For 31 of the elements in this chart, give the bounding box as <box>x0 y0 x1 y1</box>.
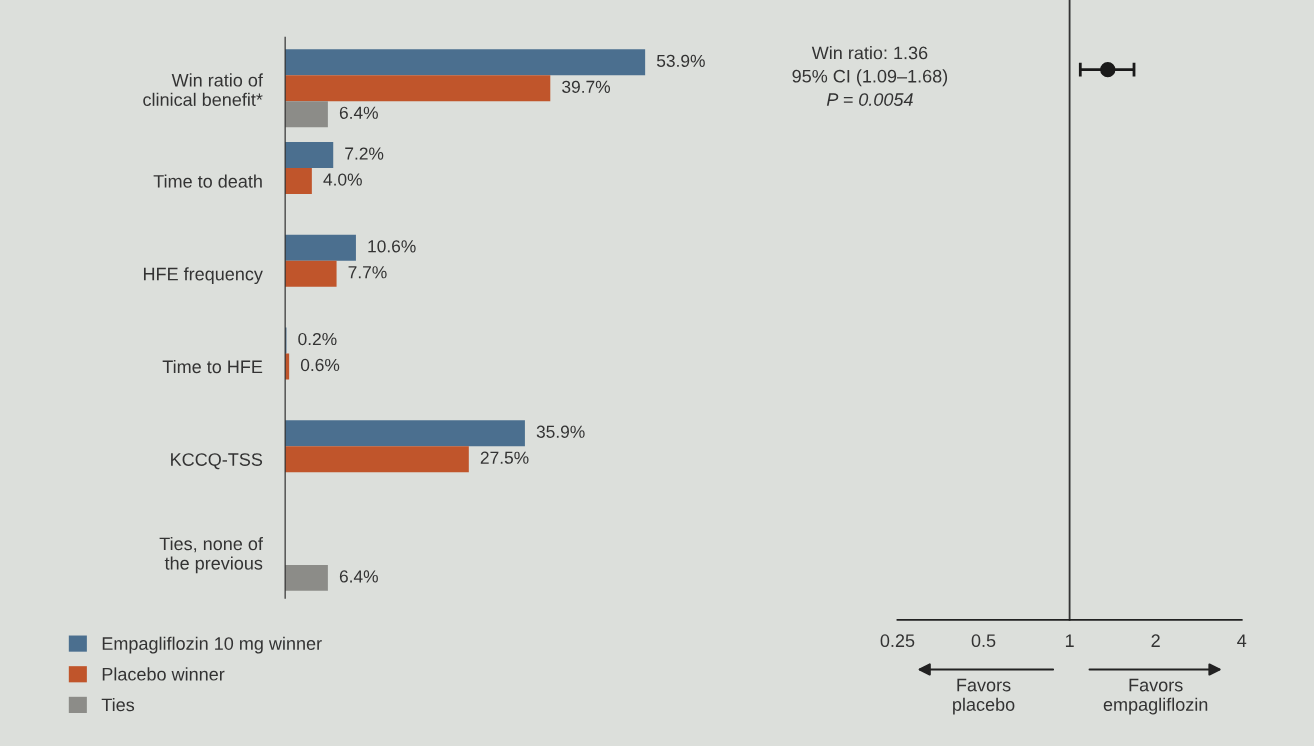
legend-label: Placebo winner <box>102 667 225 681</box>
data-label: 53.9% <box>656 54 705 67</box>
x-tick-label: 1 <box>1065 634 1074 647</box>
legend-label: Empagliflozin 10 mg winner <box>102 636 322 654</box>
data-label: 10.6% <box>368 240 416 253</box>
x-tick-label: 0.5 <box>971 634 996 648</box>
x-tick-label: 0.25 <box>880 634 915 648</box>
legend-label: Ties <box>101 698 135 712</box>
x-tick-label: 4 <box>1237 634 1247 647</box>
data-label: 6.4% <box>339 570 378 583</box>
text: Favors placebo <box>953 678 1015 715</box>
annotation: 95% CI (1.09–1.68) <box>792 69 948 87</box>
data-label: 39.7% <box>562 80 611 93</box>
data-label: 35.9% <box>536 425 585 438</box>
data-label: 0.6% <box>300 358 340 372</box>
y-tick-label: Win ratio of clinical benefit* <box>143 73 263 107</box>
text: Favors empagliflozin <box>1103 678 1208 715</box>
y-tick-label: HFE frequency <box>143 267 263 285</box>
data-label: 7.7% <box>348 266 387 279</box>
annotation: P = 0.0054 <box>826 93 913 106</box>
y-tick-label: KCCQ-TSS <box>171 453 263 470</box>
annotation: Win ratio: 1.36 <box>811 46 928 60</box>
y-tick-label: Ties, none of the previous <box>159 536 263 574</box>
x-tick-label: 2 <box>1151 634 1160 647</box>
y-tick-label: Time to HFE <box>162 359 263 374</box>
data-label: 6.4% <box>339 106 378 119</box>
y-tick-label: Time to death <box>153 174 262 188</box>
data-label: 27.5% <box>480 451 529 464</box>
data-label: 4.0% <box>323 173 362 186</box>
data-label: 0.2% <box>298 332 337 346</box>
data-label: 7.2% <box>345 147 384 160</box>
